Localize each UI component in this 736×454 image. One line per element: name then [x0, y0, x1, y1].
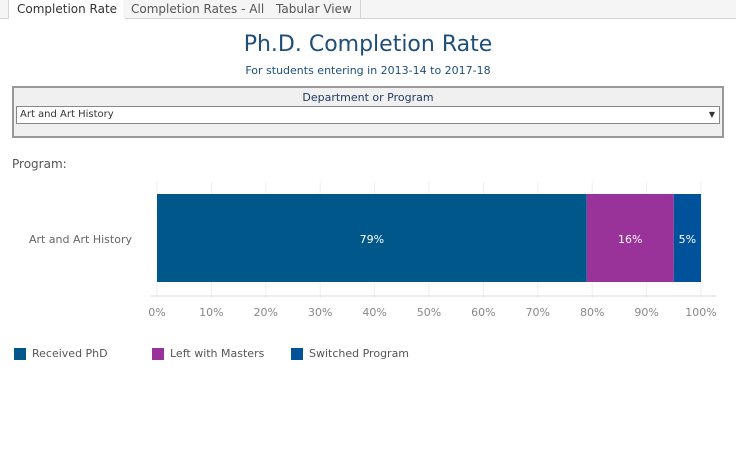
bar-segment [157, 194, 587, 282]
program-label: Program: [12, 157, 67, 171]
tab-completion-rate[interactable]: Completion Rate [8, 0, 127, 19]
x-tick-label: 30% [308, 306, 332, 319]
legend-label: Switched Program [309, 347, 410, 360]
x-tick-label: 90% [634, 306, 658, 319]
x-tick-label: 70% [526, 306, 550, 319]
legend-swatch [152, 347, 164, 360]
page-subtitle: For students entering in 2013-14 to 2017… [245, 64, 491, 77]
department-select[interactable]: Art and Art History ▼ [16, 106, 720, 124]
x-tick-label: 80% [580, 306, 604, 319]
category-label: Art and Art History [29, 233, 133, 246]
legend-label: Received PhD [32, 347, 108, 360]
data-label: 79% [360, 233, 384, 246]
bar-segment [586, 194, 674, 282]
tab-tabular-view[interactable]: Tabular View [268, 0, 361, 18]
legend-item[interactable]: Left with Masters [152, 347, 264, 360]
x-tick-label: 20% [254, 306, 278, 319]
x-tick-label: 100% [685, 306, 716, 319]
page-title: Ph.D. Completion Rate [243, 32, 493, 57]
x-tick-label: 0% [148, 306, 165, 319]
bar-segment [673, 194, 701, 282]
legend-item[interactable]: Switched Program [291, 347, 409, 360]
filter-label: Department or Program [302, 91, 434, 104]
department-filter: Department or Program Art and Art Histor… [12, 86, 724, 138]
dropdown-arrow-icon[interactable]: ▼ [708, 110, 715, 119]
legend-label: Left with Masters [170, 347, 265, 360]
tab-bar: Completion Rate Completion Rates - All T… [0, 0, 736, 19]
data-label: 5% [679, 233, 696, 246]
x-tick-label: 60% [471, 306, 495, 319]
legend-swatch [14, 347, 26, 360]
legend-swatch [291, 347, 303, 360]
select-value: Art and Art History [20, 109, 114, 120]
x-tick-label: 40% [362, 306, 386, 319]
data-label: 16% [618, 233, 642, 246]
x-tick-label: 50% [417, 306, 441, 319]
x-tick-label: 10% [199, 306, 223, 319]
tab-completion-rates-all[interactable]: Completion Rates - All [123, 0, 274, 18]
legend-item[interactable]: Received PhD [14, 347, 108, 360]
